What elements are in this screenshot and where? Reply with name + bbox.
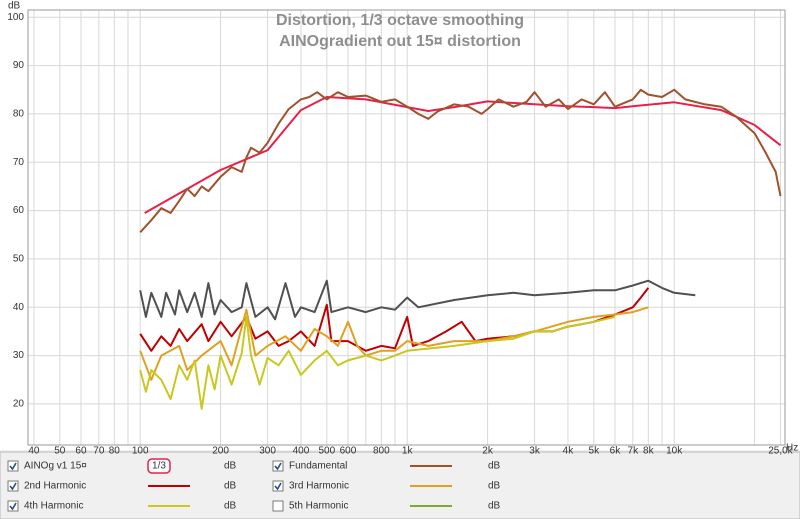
- legend-checkbox[interactable]: [7, 500, 19, 512]
- grid: [28, 10, 785, 445]
- x-tick-label: 10k: [666, 446, 683, 457]
- legend-checkbox[interactable]: [7, 460, 19, 472]
- legend-checkbox[interactable]: [272, 500, 284, 512]
- series-line: [139, 315, 616, 410]
- y-tick-label: 20: [13, 399, 25, 410]
- lines: [139, 88, 782, 410]
- legend-panel: [0, 451, 800, 519]
- x-tick-label: 200: [212, 446, 229, 457]
- x-tick-label: 100: [132, 446, 149, 457]
- x-tick-label: 3k: [529, 446, 541, 457]
- plot-background: [0, 0, 800, 450]
- y-tick-label: 70: [13, 157, 25, 168]
- y-tick-label: 50: [13, 254, 25, 265]
- legend-check: [274, 482, 282, 491]
- x-tick-label: 40: [28, 446, 40, 457]
- y-tick-label: 100: [7, 12, 24, 23]
- x-tick-label: 6k: [610, 446, 622, 457]
- legend-check: [274, 462, 282, 471]
- legend-unit: dB: [488, 501, 501, 512]
- y-axis-label: dB: [8, 1, 21, 12]
- x-tick-label: 60: [75, 446, 87, 457]
- legend-label: Fundamental: [289, 461, 347, 472]
- x-tick-label: 1k: [402, 446, 414, 457]
- legend-label: 5th Harmonic: [289, 501, 348, 512]
- y-tick-label: 90: [13, 60, 25, 71]
- x-tick-label: 25,0k: [768, 446, 793, 457]
- legend-check: [9, 462, 17, 471]
- x-tick-label: 70: [93, 446, 105, 457]
- legend-label: 2nd Harmonic: [24, 481, 86, 492]
- x-tick-label: 80: [109, 446, 121, 457]
- x-tick-label: 2k: [482, 446, 494, 457]
- y-tick-label: 30: [13, 350, 25, 361]
- x-unit: Hz: [786, 443, 798, 454]
- y-tick-label: 60: [13, 205, 25, 216]
- legend-check: [9, 482, 17, 491]
- x-tick-label: 300: [259, 446, 276, 457]
- chart-subtitle: AINOgradient out 15¤ distortion: [279, 33, 521, 50]
- legend-checkbox[interactable]: [272, 460, 284, 472]
- legend-checkbox[interactable]: [272, 480, 284, 492]
- y-tick-label: 40: [13, 302, 25, 313]
- legend-unit: dB: [488, 461, 501, 472]
- series-line: [139, 279, 696, 321]
- legend-unit: dB: [224, 501, 237, 512]
- legend: AINOg v1 15¤ 1/3 dB Fundamental dB 2nd Harmon…: [7, 458, 501, 512]
- chart-title: Distortion, 1/3 octave smoothing: [276, 12, 524, 29]
- legend-label: AINOg v1 15¤: [24, 461, 87, 472]
- series-line: [139, 88, 782, 233]
- x-tick-label: 7k: [628, 446, 640, 457]
- x-tick-label: 500: [318, 446, 335, 457]
- smoothing-label: 1/3: [152, 461, 166, 472]
- x-tick-label: 600: [340, 446, 357, 457]
- smoothing-box[interactable]: [147, 458, 171, 474]
- y-tick-label: 80: [13, 109, 25, 120]
- legend-unit: dB: [488, 481, 501, 492]
- x-tick-label: 800: [373, 446, 390, 457]
- legend-unit: dB: [224, 461, 237, 472]
- x-tick-label: 400: [293, 446, 310, 457]
- legend-check: [9, 502, 17, 511]
- legend-checkbox[interactable]: [7, 480, 19, 492]
- legend-label: 3rd Harmonic: [289, 481, 349, 492]
- legend-unit: dB: [224, 481, 237, 492]
- x-tick-label: 5k: [589, 446, 601, 457]
- legend-label: 4th Harmonic: [24, 501, 83, 512]
- series-line: [144, 96, 782, 214]
- x-tick-label: 8k: [643, 446, 655, 457]
- x-tick-label: 50: [54, 446, 66, 457]
- x-tick-label: 4k: [563, 446, 575, 457]
- plot-frame: [27, 9, 786, 446]
